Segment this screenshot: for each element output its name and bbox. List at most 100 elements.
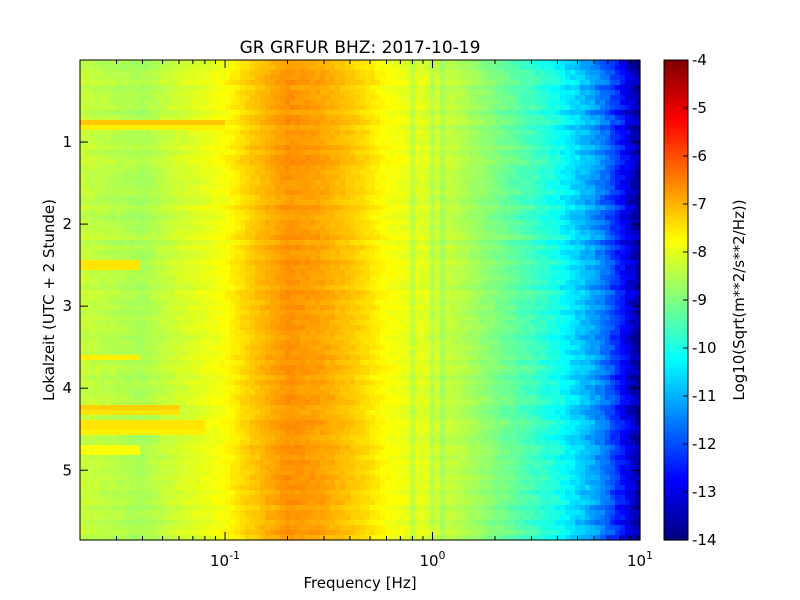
- heatmap-cell: [350, 140, 356, 146]
- heatmap-cell: [525, 145, 531, 151]
- heatmap-cell: [540, 95, 546, 101]
- heatmap-cell: [550, 95, 556, 101]
- heatmap-cell: [285, 225, 291, 231]
- heatmap-cell: [90, 185, 96, 191]
- heatmap-cell: [595, 190, 601, 196]
- heatmap-cell: [610, 80, 616, 86]
- heatmap-cell: [200, 130, 206, 136]
- heatmap-cell: [320, 190, 326, 196]
- heatmap-cell: [490, 215, 496, 221]
- heatmap-cell: [90, 75, 96, 81]
- heatmap-cell: [385, 70, 391, 76]
- heatmap-cell: [500, 85, 506, 91]
- heatmap-cell: [280, 225, 286, 231]
- heatmap-cell: [385, 220, 391, 226]
- heatmap-cell: [120, 150, 126, 156]
- heatmap-cell: [220, 200, 226, 206]
- heatmap-cell: [485, 110, 491, 116]
- heatmap-cell: [485, 80, 491, 86]
- heatmap-cell: [255, 180, 261, 186]
- heatmap-cell: [420, 250, 426, 256]
- heatmap-cell: [560, 235, 566, 241]
- heatmap-cell: [315, 80, 321, 86]
- heatmap-cell: [290, 160, 296, 166]
- heatmap-cell: [500, 130, 506, 136]
- heatmap-cell: [385, 145, 391, 151]
- heatmap-cell: [380, 175, 386, 181]
- heatmap-cell: [310, 75, 316, 81]
- heatmap-cell: [180, 270, 186, 276]
- heatmap-cell: [235, 280, 241, 286]
- heatmap-cell: [160, 230, 166, 236]
- heatmap-cell: [350, 155, 356, 161]
- heatmap-cell: [575, 135, 581, 141]
- heatmap-cell: [565, 160, 571, 166]
- heatmap-cell: [290, 105, 296, 111]
- heatmap-cell: [280, 140, 286, 146]
- heatmap-cell: [545, 235, 551, 241]
- heatmap-cell: [370, 155, 376, 161]
- heatmap-cell: [470, 190, 476, 196]
- heatmap-cell: [330, 115, 336, 121]
- heatmap-cell: [630, 265, 636, 271]
- heatmap-cell: [285, 220, 291, 226]
- heatmap-cell: [560, 145, 566, 151]
- heatmap-cell: [565, 70, 571, 76]
- heatmap-cell: [500, 75, 506, 81]
- heatmap-cell: [135, 145, 141, 151]
- heatmap-cell: [520, 105, 526, 111]
- heatmap-cell: [260, 215, 266, 221]
- heatmap-cell: [125, 245, 131, 251]
- heatmap-cell: [600, 220, 606, 226]
- heatmap-cell: [470, 260, 476, 266]
- heatmap-cell: [410, 270, 416, 276]
- heatmap-cell: [190, 240, 196, 246]
- heatmap-cell: [490, 95, 496, 101]
- heatmap-cell: [165, 250, 171, 256]
- heatmap-cell: [150, 75, 156, 81]
- heatmap-cell: [215, 235, 221, 241]
- heatmap-cell: [80, 130, 86, 136]
- heatmap-cell: [575, 160, 581, 166]
- heatmap-cell: [215, 225, 221, 231]
- heatmap-cell: [445, 190, 451, 196]
- heatmap-cell: [240, 175, 246, 181]
- heatmap-cell: [435, 195, 441, 201]
- heatmap-cell: [85, 225, 91, 231]
- heatmap-cell: [285, 175, 291, 181]
- heatmap-cell: [325, 140, 331, 146]
- heatmap-cell: [80, 135, 86, 141]
- heatmap-cell: [215, 95, 221, 101]
- heatmap-cell: [560, 240, 566, 246]
- heatmap-cell: [235, 140, 241, 146]
- heatmap-cell: [435, 135, 441, 141]
- heatmap-cell: [215, 120, 221, 126]
- heatmap-cell: [155, 80, 161, 86]
- heatmap-cell: [500, 235, 506, 241]
- heatmap-cell: [430, 185, 436, 191]
- heatmap-cell: [245, 135, 251, 141]
- heatmap-cell: [560, 80, 566, 86]
- heatmap-cell: [615, 140, 621, 146]
- heatmap-cell: [215, 115, 221, 121]
- heatmap-cell: [460, 105, 466, 111]
- heatmap-cell: [600, 90, 606, 96]
- heatmap-cell: [305, 60, 311, 66]
- heatmap-cell: [615, 115, 621, 121]
- heatmap-cell: [100, 70, 106, 76]
- heatmap-cell: [280, 190, 286, 196]
- heatmap-cell: [465, 85, 471, 91]
- heatmap-cell: [180, 85, 186, 91]
- heatmap-cell: [195, 120, 201, 126]
- heatmap-cell: [115, 155, 121, 161]
- heatmap-cell: [385, 100, 391, 106]
- heatmap-cell: [560, 220, 566, 226]
- heatmap-cell: [435, 105, 441, 111]
- heatmap-cell: [395, 120, 401, 126]
- heatmap-cell: [170, 70, 176, 76]
- heatmap-cell: [260, 185, 266, 191]
- heatmap-cell: [250, 245, 256, 251]
- heatmap-cell: [530, 220, 536, 226]
- heatmap-cell: [150, 145, 156, 151]
